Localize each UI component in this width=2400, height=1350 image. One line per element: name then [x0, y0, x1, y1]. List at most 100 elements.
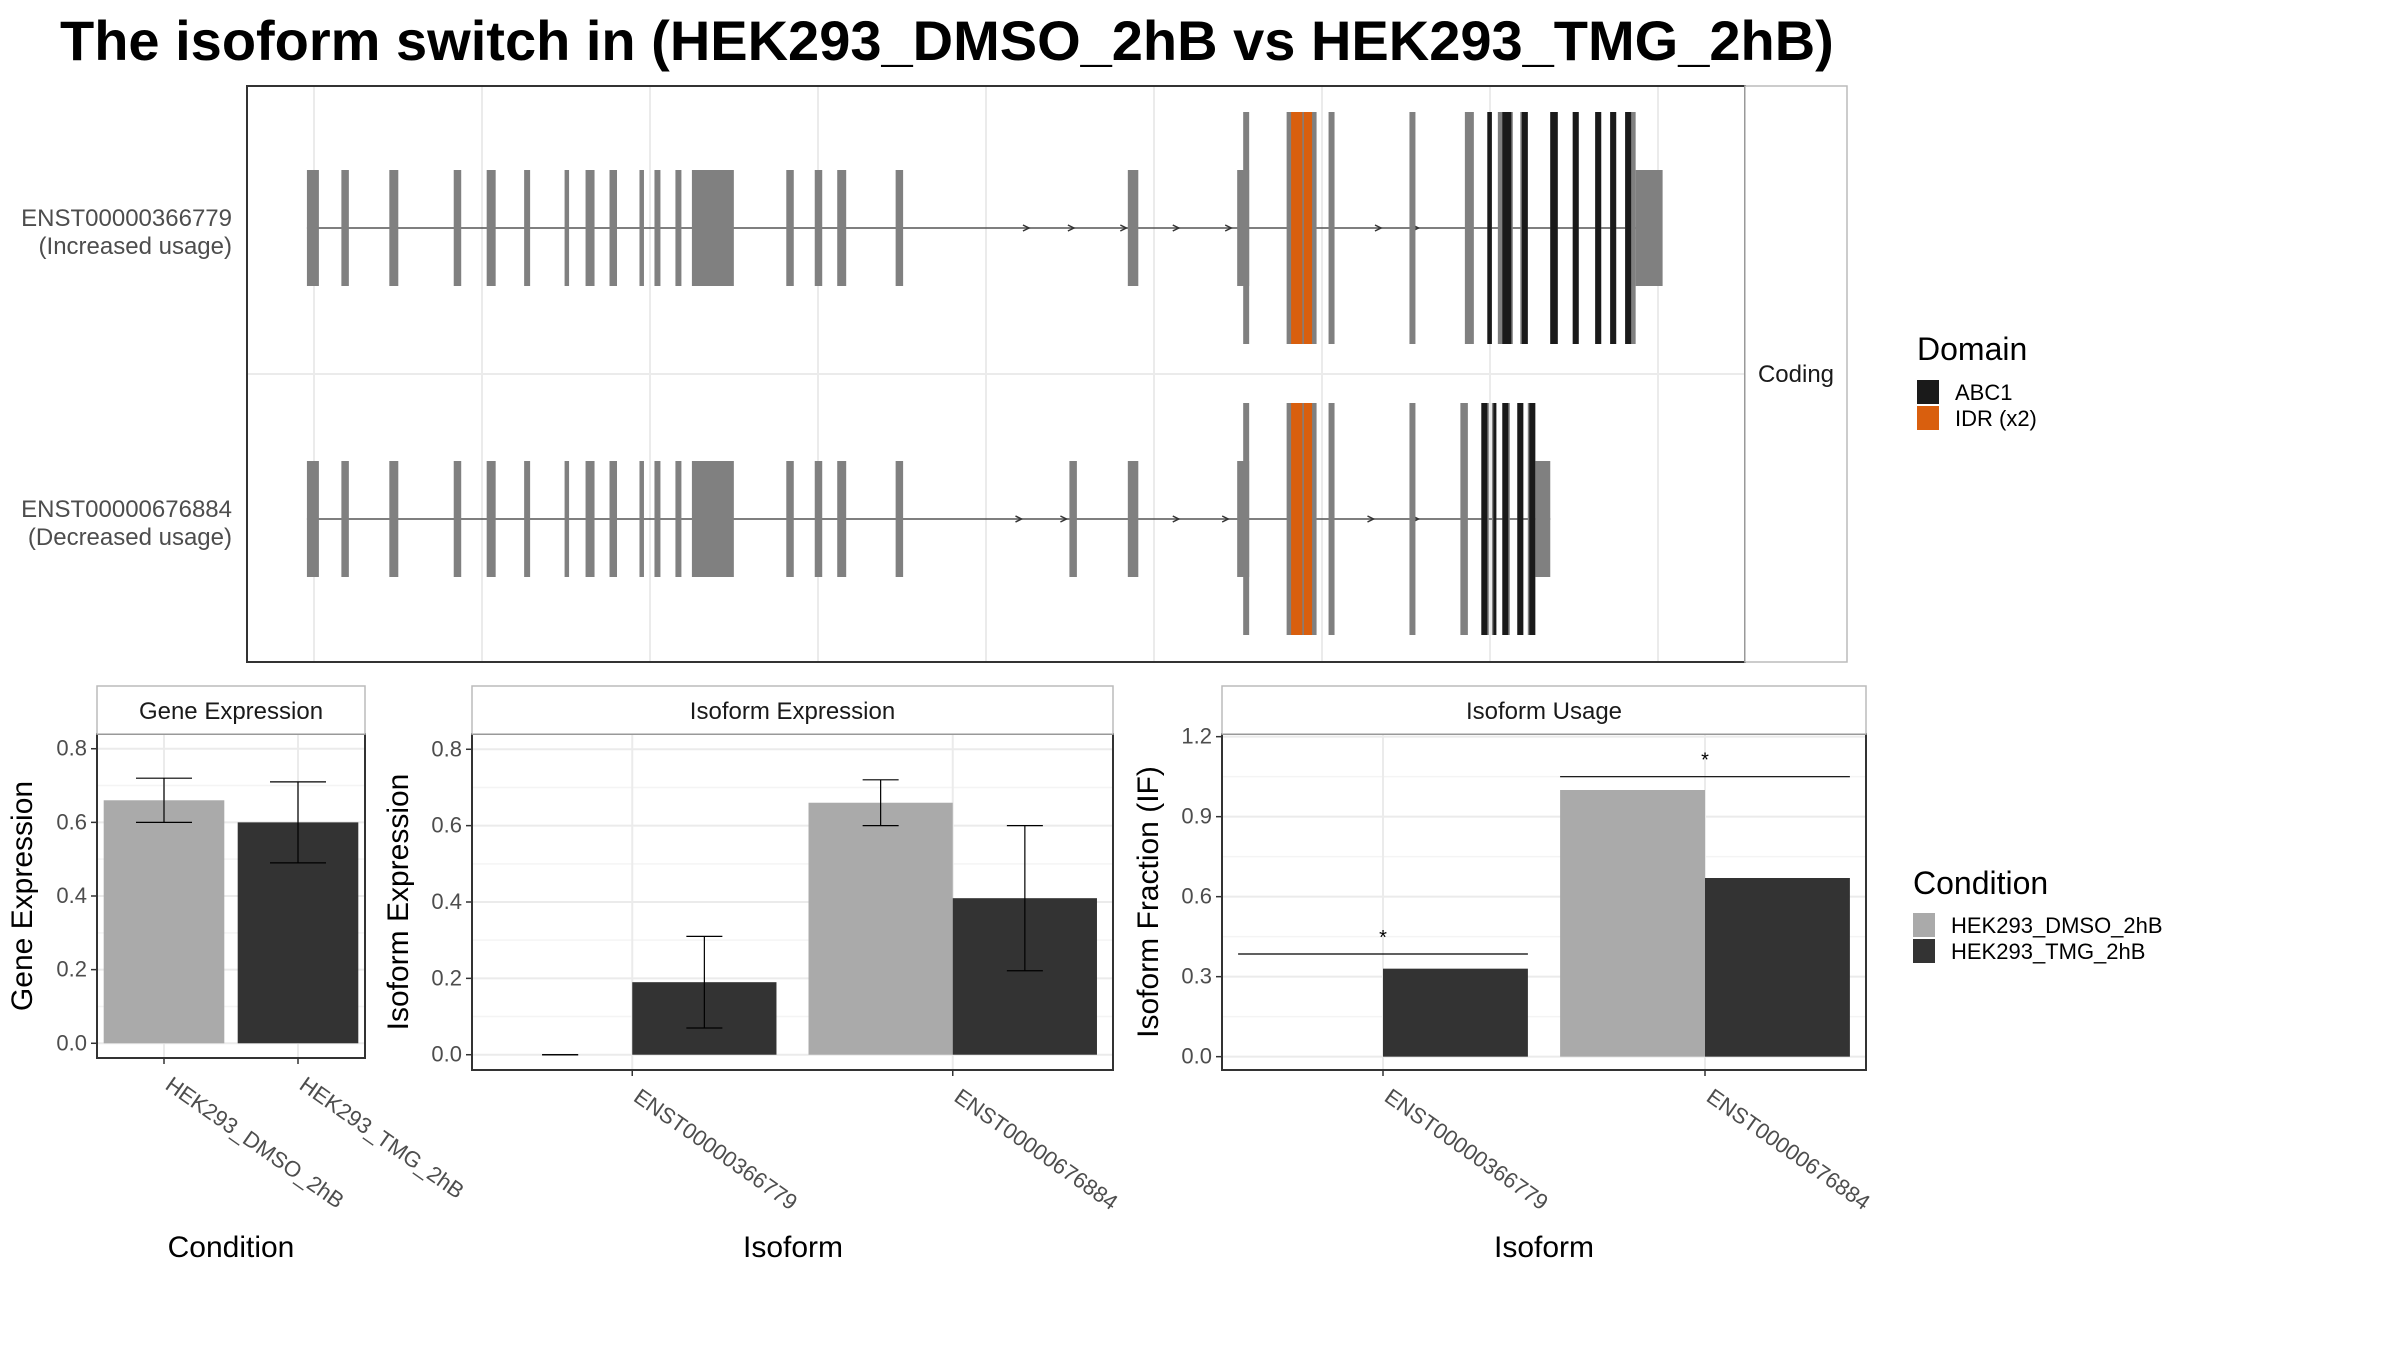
domain-legend-title: Domain: [1917, 331, 2027, 367]
idr-domain: [1303, 403, 1313, 635]
exon: [691, 170, 734, 286]
domain-legend-swatch: [1917, 406, 1939, 430]
x-axis-title: Condition: [168, 1231, 295, 1264]
condition-legend-title: Condition: [1913, 865, 2048, 901]
significance-star: *: [1379, 927, 1387, 949]
bar: [808, 802, 953, 1055]
abc1-domain: [1529, 403, 1536, 635]
direction-arrow: [1015, 515, 1024, 523]
bar: [1383, 968, 1528, 1057]
y-tick-label: 0.4: [56, 883, 87, 908]
exon: [1237, 461, 1250, 577]
exon: [1127, 461, 1139, 577]
y-tick-label: 0.0: [431, 1042, 462, 1067]
exon: [691, 461, 734, 577]
abc1-domain: [1550, 112, 1558, 344]
abc1-domain: [1502, 112, 1512, 344]
exon: [1328, 112, 1335, 344]
exon: [1460, 403, 1468, 635]
transcript-usage-label: (Increased usage): [39, 233, 232, 260]
exon: [786, 461, 794, 577]
exon: [453, 461, 462, 577]
bar: [103, 800, 225, 1044]
exon: [564, 170, 570, 286]
exon: [564, 461, 570, 577]
bar: [1560, 790, 1705, 1057]
figure-title: The isoform switch in (HEK293_DMSO_2hB v…: [60, 9, 1834, 72]
exon: [1635, 170, 1663, 286]
direction-arrow: [1172, 224, 1181, 232]
exon: [675, 170, 682, 286]
facet-strip: [471, 685, 1114, 735]
exon: [895, 170, 904, 286]
exon: [1069, 461, 1077, 577]
y-tick-label: 0.3: [1181, 964, 1212, 989]
exon: [1409, 403, 1416, 635]
transcript-usage-label: (Decreased usage): [28, 524, 232, 551]
y-tick-label: 0.2: [431, 965, 462, 990]
x-tick-label: ENST00000366779: [629, 1084, 802, 1215]
direction-arrow: [1367, 515, 1376, 523]
exon: [609, 461, 618, 577]
exon: [814, 170, 823, 286]
exon: [639, 461, 644, 577]
direction-arrow: [1172, 515, 1181, 523]
exon: [341, 461, 349, 577]
y-axis-title: Gene Expression: [6, 781, 39, 1011]
transcript-row: ENST00000366779(Increased usage): [21, 112, 1663, 344]
idr-domain: [1291, 112, 1303, 344]
facet-strip: [96, 685, 366, 735]
exon: [1237, 170, 1250, 286]
direction-arrow: [1060, 515, 1069, 523]
exon: [837, 461, 847, 577]
exon: [486, 170, 496, 286]
direction-arrow: [1022, 224, 1031, 232]
transcript-structure-panel: ENST00000366779(Increased usage)ENST0000…: [21, 85, 1848, 663]
coding-strip: [1744, 85, 1848, 663]
abc1-domain: [1521, 112, 1528, 344]
chart-panel: 0.0 0.2 0.4 0.6 0.8 Isoform Expression ENST000…: [382, 685, 1123, 1264]
idr-domain: [1303, 112, 1313, 344]
exon: [306, 461, 319, 577]
chart-panel: 0.0 0.3 0.6 0.9 1.2 * * Isoform Usage ENST000003…: [1132, 685, 1875, 1264]
condition-legend-label: HEK293_DMSO_2hB: [1951, 913, 2163, 938]
y-tick-label: 1.2: [1181, 724, 1212, 749]
domain-legend-label: ABC1: [1955, 380, 2012, 405]
domain-legend-swatch: [1917, 380, 1939, 404]
exon: [1127, 170, 1139, 286]
abc1-domain: [1625, 112, 1632, 344]
exon: [524, 461, 531, 577]
exon: [609, 170, 618, 286]
exon: [837, 170, 847, 286]
transcript-id-label: ENST00000366779: [21, 205, 232, 232]
domain-legend-label: IDR (x2): [1955, 406, 2037, 431]
exon: [306, 170, 319, 286]
exon: [486, 461, 496, 577]
y-tick-label: 0.4: [431, 889, 462, 914]
exon: [675, 461, 682, 577]
direction-arrow: [1374, 224, 1383, 232]
abc1-domain: [1610, 112, 1617, 344]
direction-arrow: [1221, 515, 1230, 523]
x-tick-label: ENST00000676884: [1702, 1084, 1875, 1215]
y-tick-label: 0.8: [56, 736, 87, 761]
exon: [585, 461, 595, 577]
exon: [524, 170, 531, 286]
exon: [585, 170, 595, 286]
y-tick-label: 0.6: [56, 809, 87, 834]
x-tick-label: ENST00000676884: [950, 1084, 1123, 1215]
y-tick-label: 0.0: [56, 1030, 87, 1055]
y-tick-label: 0.2: [56, 957, 87, 982]
coding-strip-label: Coding: [1758, 361, 1834, 388]
exon: [639, 170, 644, 286]
transcript-row: ENST00000676884(Decreased usage): [21, 403, 1551, 635]
direction-arrow: [1119, 224, 1129, 232]
y-tick-label: 0.6: [431, 813, 462, 838]
exon: [1464, 112, 1474, 344]
abc1-domain: [1487, 112, 1492, 344]
exon: [341, 170, 349, 286]
facet-strip-label: Isoform Expression: [690, 698, 895, 725]
y-tick-label: 0.6: [1181, 884, 1212, 909]
